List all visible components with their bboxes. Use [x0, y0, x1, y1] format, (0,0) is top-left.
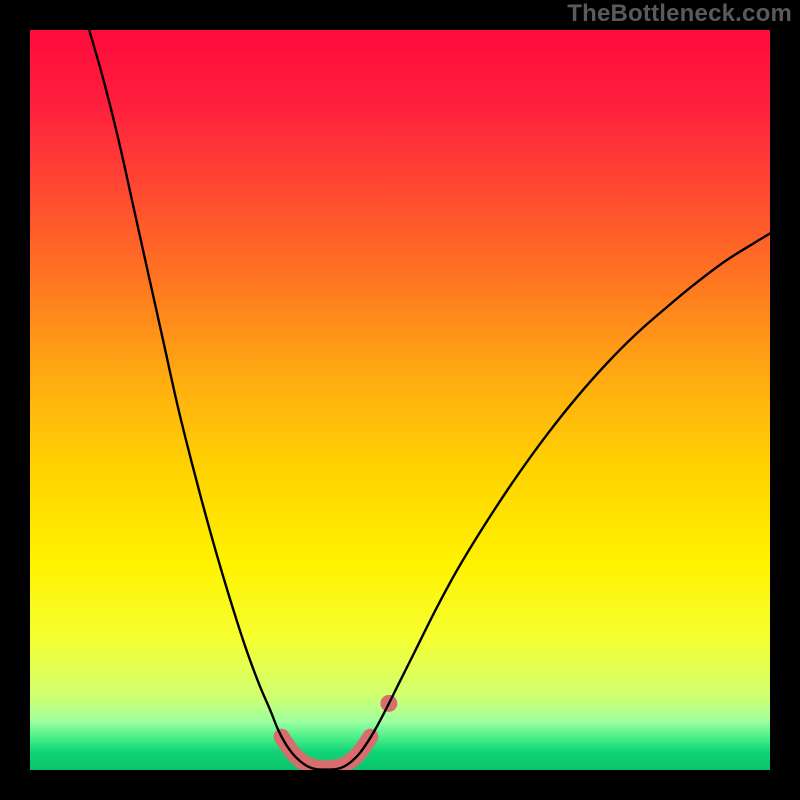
watermark-text: TheBottleneck.com	[567, 0, 792, 26]
chart-stage: TheBottleneck.com	[0, 0, 800, 800]
bottleneck-curve-chart	[0, 0, 800, 800]
curve-highlight-segment	[282, 737, 371, 768]
bottleneck-curve	[89, 30, 770, 770]
